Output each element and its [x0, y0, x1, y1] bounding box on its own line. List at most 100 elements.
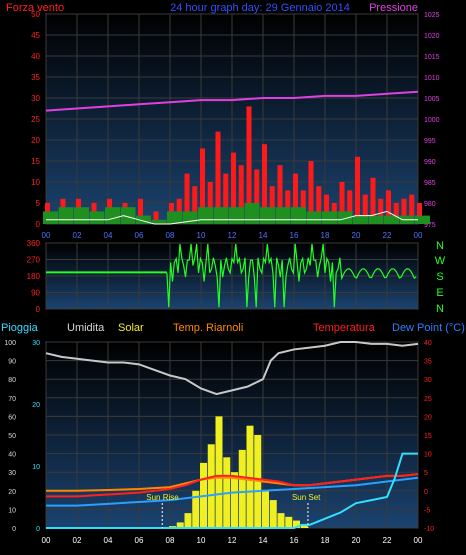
legend-solar: Solar — [118, 322, 144, 334]
pressure-tick-label: 990 — [424, 159, 436, 166]
wind-gust-bar — [223, 173, 229, 224]
solar-bar — [207, 444, 215, 528]
wind-gust-bar — [238, 165, 244, 224]
temp-panel-series — [45, 341, 419, 529]
wind-gust-bar — [138, 198, 143, 224]
wind-avg-bar — [213, 207, 229, 224]
wind-avg-bar — [415, 215, 430, 224]
wind-gust-bar — [262, 144, 267, 224]
direction-tick-label: 0 — [36, 305, 41, 314]
wind-avg-bar — [89, 211, 105, 224]
wind-tick-label: 40 — [31, 52, 40, 61]
wind-tick-label: 15 — [31, 157, 40, 166]
wind-axis-title: Forza vento — [6, 2, 64, 14]
temp-x-tick-label: 22 — [383, 536, 392, 545]
wind-avg-bar — [368, 215, 384, 224]
pressure-line — [45, 90, 419, 112]
wind-avg-bar — [306, 211, 322, 224]
direction-panel-series — [46, 243, 417, 308]
pressure-tick-label: 995 — [424, 138, 436, 145]
rain-tick-label: 10 — [32, 464, 40, 471]
wind-tick-label: 45 — [31, 31, 40, 40]
direction-panel-axes: 0 90 180 270 360 — [27, 239, 41, 314]
wind-x-tick-label: 00 — [42, 231, 51, 240]
wind-x-tick-label: 22 — [383, 231, 392, 240]
temp-x-tick-label: 18 — [321, 536, 330, 545]
solar-bar — [300, 524, 308, 528]
temp-tick-label: 10 — [424, 452, 432, 459]
humidity-tick-label: 20 — [8, 489, 16, 496]
temp-x-tick-label: 12 — [228, 536, 237, 545]
wind-gust-bar — [293, 173, 298, 224]
wind-gust-bar — [153, 211, 159, 224]
solar-bar — [176, 522, 184, 528]
pressure-tick-label: 1020 — [424, 33, 440, 40]
wind-x-tick-label: 00 — [414, 231, 423, 240]
wind-gust-bar — [324, 194, 329, 224]
pressure-tick-label: 980 — [424, 201, 436, 208]
wind-gust-bar — [401, 198, 407, 224]
legend-dew-point: Dew Point (°C) — [392, 322, 465, 334]
temp-tick-label: 40 — [424, 340, 432, 347]
wind-x-tick-label: 02 — [73, 231, 82, 240]
wind-tick-label: 35 — [31, 73, 40, 82]
temp-tick-label: -10 — [424, 526, 434, 533]
temp-tick-label: 20 — [424, 414, 432, 421]
temp-x-tick-label: 02 — [73, 536, 82, 545]
wind-tick-label: 0 — [36, 220, 41, 229]
wind-avg-bar — [244, 203, 260, 224]
wind-gust-bar — [417, 203, 422, 224]
wind-avg-bar — [120, 207, 136, 224]
pressure-tick-label: 1010 — [424, 75, 440, 82]
pressure-axis-title: Pressione — [369, 2, 418, 14]
temp-x-tick-label: 00 — [414, 536, 423, 545]
wind-x-tick-label: 04 — [104, 231, 113, 240]
temp-tick-label: 25 — [424, 396, 432, 403]
wind-speed-line — [46, 210, 418, 225]
temp-panel-axes: 01020304050607080901000102030-10-5051015… — [4, 340, 434, 545]
direction-tick-label: 270 — [27, 256, 41, 265]
temp-x-tick-label: 20 — [352, 536, 361, 545]
wind-gust-bar — [316, 186, 322, 224]
humidity-tick-label: 40 — [8, 452, 16, 459]
wind-gust-bar — [246, 106, 252, 224]
wind-gust-bar — [269, 186, 275, 224]
wind-x-tick-label: 12 — [228, 231, 237, 240]
solar-bar — [262, 490, 269, 528]
temp-tick-label: 30 — [424, 377, 432, 384]
temp-tick-label: 0 — [424, 489, 428, 496]
wind-gust-bar — [378, 198, 384, 224]
solar-bar — [277, 513, 285, 528]
temp-x-tick-label: 06 — [135, 536, 144, 545]
solar-bar — [269, 500, 277, 528]
wind-gust-bar — [231, 152, 236, 224]
solar-bar — [184, 513, 192, 528]
solar-bar — [238, 449, 246, 528]
humidity-line — [45, 341, 419, 396]
temp-x-tick-label: 00 — [42, 536, 51, 545]
wind-gust-bar — [308, 161, 314, 224]
pressure-tick-label: 1025 — [424, 12, 440, 19]
rain-tick-label: 0 — [36, 526, 40, 533]
wind-tick-label: 10 — [31, 178, 40, 187]
wind-tick-label: 50 — [31, 10, 40, 19]
wind-panel-series — [43, 90, 430, 225]
direction-tick-label: 90 — [31, 289, 40, 298]
humidity-tick-label: 30 — [8, 470, 16, 477]
wind-gust-bar — [386, 190, 391, 224]
temp-tick-label: 5 — [424, 470, 428, 477]
temp-tick-label: 35 — [424, 359, 432, 366]
wind-avg-bar — [43, 211, 58, 224]
wind-gust-bar — [192, 186, 198, 224]
wind-x-tick-label: 08 — [166, 231, 175, 240]
pressure-tick-label: 975 — [424, 222, 436, 229]
wind-gust-bar — [409, 194, 415, 224]
temperature-line — [46, 473, 419, 498]
direction-tick-label: 180 — [27, 272, 41, 281]
wind-avg-bar — [322, 211, 337, 224]
direction-label-w: W — [435, 255, 446, 267]
wind-avg-bar — [229, 207, 244, 224]
wind-gust-bar — [347, 190, 353, 224]
humidity-tick-label: 80 — [8, 377, 16, 384]
